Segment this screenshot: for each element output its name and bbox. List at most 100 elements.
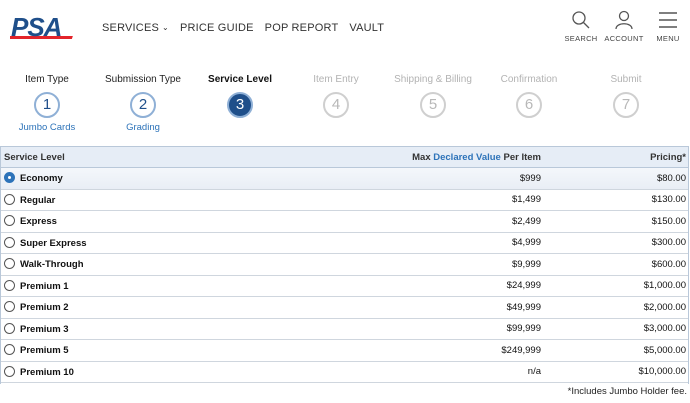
service-level-table-container: Service Level Max Declared Value Per Ite… (0, 146, 690, 384)
step-number: 5 (420, 92, 446, 118)
price: $5,000.00 (643, 344, 686, 356)
search-label: SEARCH (564, 34, 598, 43)
service-name: Regular (20, 194, 56, 206)
svg-text:PSA: PSA (11, 14, 61, 42)
step-number: 1 (34, 92, 60, 118)
price: $80.00 (656, 172, 686, 184)
service-name: Express (20, 216, 57, 228)
step-title: Submission Type (105, 74, 181, 85)
radio-premium-10[interactable] (4, 365, 15, 377)
price: $130.00 (651, 194, 686, 206)
step-confirmation: Confirmation 6 (479, 74, 579, 118)
step-item-type[interactable]: Item Type 1 Jumbo Cards (0, 74, 97, 133)
max-declared-value: $2,499 (511, 215, 541, 227)
pricing-footnote: *Includes Jumbo Holder fee. (567, 386, 687, 397)
max-declared-value: n/a (527, 366, 541, 378)
service-name: Walk-Through (20, 259, 84, 271)
step-selection: Grading (126, 122, 160, 133)
chevron-down-icon: ⌄ (162, 23, 169, 32)
step-shipping-billing: Shipping & Billing 5 (383, 74, 483, 118)
max-declared-value: $99,999 (506, 323, 541, 335)
step-title: Confirmation (500, 74, 558, 85)
header-max-declared-value: Max Declared Value Per Item (260, 146, 543, 168)
service-name: Premium 3 (20, 323, 69, 335)
radio-premium-3[interactable] (4, 322, 15, 334)
hamburger-menu-icon (659, 12, 677, 28)
step-title: Submit (610, 74, 642, 85)
step-number: 6 (516, 92, 542, 118)
step-title: Item Type (25, 74, 69, 85)
step-selection: Jumbo Cards (18, 122, 76, 133)
submission-steps: Item Type 1 Jumbo Cards Submission Type … (0, 74, 690, 144)
nav-vault[interactable]: VAULT (349, 22, 385, 34)
price: $1,000.00 (643, 280, 686, 292)
radio-economy[interactable] (4, 172, 15, 184)
main-nav: SERVICES ⌄ PRICE GUIDE POP REPORT VAULT (102, 22, 384, 34)
header-pricing: Pricing* (543, 146, 689, 168)
max-declared-value: $249,999 (501, 344, 541, 356)
radio-regular[interactable] (4, 193, 15, 205)
search-icon (572, 11, 590, 29)
table-row[interactable]: Premium 2 $49,999 $2,000.00 (0, 297, 689, 318)
menu-label: MENU (656, 34, 680, 43)
table-row[interactable]: Premium 1 $24,999 $1,000.00 (0, 275, 689, 297)
step-number: 4 (323, 92, 349, 118)
max-declared-value: $999 (519, 172, 541, 184)
account-button[interactable]: ACCOUNT (602, 10, 646, 43)
declared-value-link[interactable]: Declared Value (433, 151, 501, 163)
table-row[interactable]: Premium 10 n/a $10,000.00 (0, 361, 689, 383)
account-label: ACCOUNT (604, 34, 644, 43)
table-row[interactable]: Express $2,499 $150.00 (0, 211, 689, 232)
price: $150.00 (651, 215, 686, 227)
radio-super-express[interactable] (4, 236, 15, 248)
radio-walk-through[interactable] (4, 258, 15, 270)
radio-premium-2[interactable] (4, 301, 15, 313)
step-number: 2 (130, 92, 156, 118)
site-header: PSA SERVICES ⌄ PRICE GUIDE POP REPORT VAU… (0, 0, 690, 60)
service-name: Premium 1 (20, 280, 69, 292)
table-header-row: Service Level Max Declared Value Per Ite… (0, 146, 689, 168)
table-row[interactable]: Premium 5 $249,999 $5,000.00 (0, 340, 689, 361)
account-icon (615, 10, 633, 30)
max-declared-value: $49,999 (506, 301, 541, 313)
max-declared-value: $24,999 (506, 280, 541, 292)
step-submit: Submit 7 (576, 74, 676, 118)
service-name: Premium 2 (20, 302, 69, 314)
table-row[interactable]: Regular $1,499 $130.00 (0, 189, 689, 211)
service-name: Super Express (20, 237, 87, 249)
price: $600.00 (651, 258, 686, 270)
price: $300.00 (651, 237, 686, 249)
search-button[interactable]: SEARCH (559, 10, 603, 43)
table-row[interactable]: Walk-Through $9,999 $600.00 (0, 254, 689, 275)
price: $3,000.00 (643, 323, 686, 335)
radio-premium-5[interactable] (4, 344, 15, 356)
nav-pop-report[interactable]: POP REPORT (264, 22, 339, 34)
step-title: Service Level (208, 74, 272, 85)
price: $10,000.00 (638, 366, 686, 378)
step-number: 3 (227, 92, 253, 118)
header-service-level: Service Level (0, 146, 260, 168)
radio-express[interactable] (4, 215, 15, 227)
step-service-level: Service Level 3 (190, 74, 290, 118)
nav-price-guide[interactable]: PRICE GUIDE (179, 22, 254, 34)
table-row[interactable]: Super Express $4,999 $300.00 (0, 232, 689, 254)
table-row[interactable]: Premium 3 $99,999 $3,000.00 (0, 318, 689, 340)
service-level-table: Service Level Max Declared Value Per Ite… (0, 146, 689, 383)
max-declared-value: $9,999 (511, 258, 541, 270)
step-number: 7 (613, 92, 639, 118)
max-declared-value: $1,499 (511, 194, 541, 206)
menu-button[interactable]: MENU (646, 10, 690, 43)
service-name: Premium 10 (20, 366, 74, 378)
step-title: Shipping & Billing (394, 74, 472, 85)
table-row[interactable]: Economy $999 $80.00 (0, 167, 689, 189)
max-declared-value: $4,999 (511, 237, 541, 249)
radio-premium-1[interactable] (4, 279, 15, 291)
psa-logo[interactable]: PSA (3, 12, 86, 42)
service-name: Economy (20, 173, 63, 185)
nav-services[interactable]: SERVICES ⌄ (102, 22, 169, 34)
step-item-entry: Item Entry 4 (286, 74, 386, 118)
step-title: Item Entry (313, 74, 359, 85)
step-submission-type[interactable]: Submission Type 2 Grading (93, 74, 193, 133)
service-name: Premium 5 (20, 345, 69, 357)
price: $2,000.00 (643, 301, 686, 313)
